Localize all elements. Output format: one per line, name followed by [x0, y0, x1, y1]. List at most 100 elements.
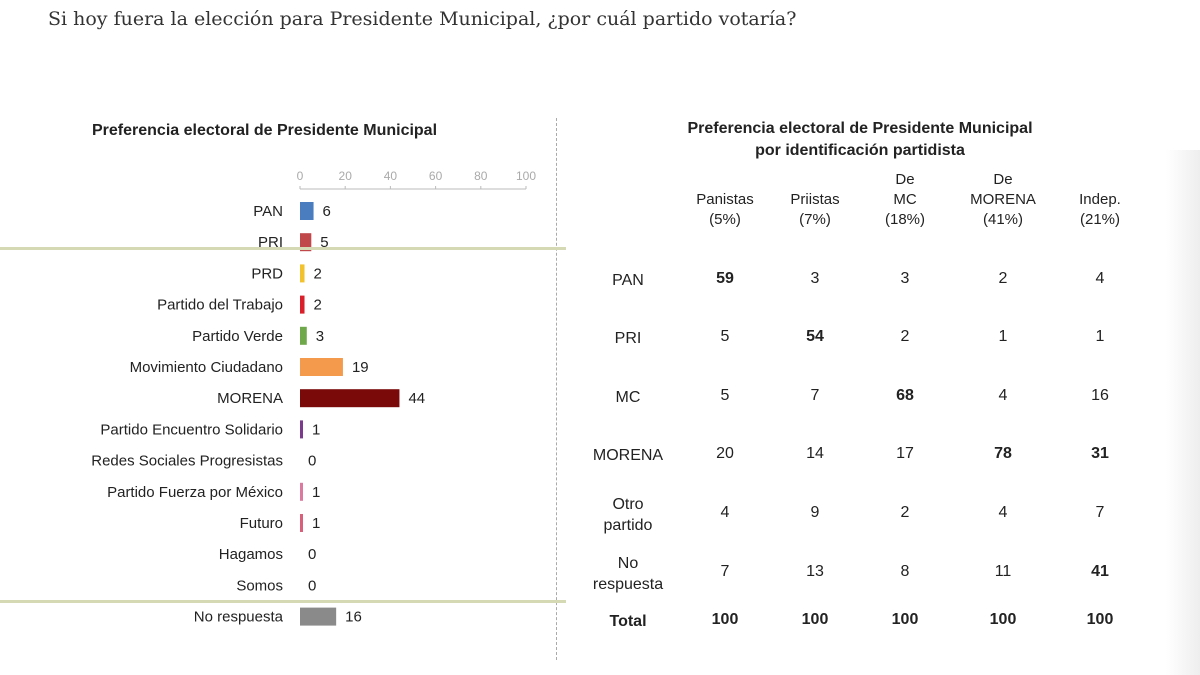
table-cell: 2	[900, 328, 910, 345]
bar	[300, 482, 303, 501]
category-label: PRI	[258, 234, 283, 251]
table-cell: 2	[998, 270, 1008, 287]
column-header: De MORENA (41%)	[970, 171, 1036, 228]
table-cell: 7	[720, 563, 730, 580]
table-cell: 11	[994, 563, 1012, 580]
table-cell: 4	[998, 387, 1008, 404]
column-header: Panistas (5%)	[696, 191, 754, 228]
panel-divider	[556, 118, 557, 660]
table-cell: 68	[896, 387, 914, 404]
x-tick-label: 100	[516, 169, 536, 183]
bar	[300, 358, 343, 376]
total-cell: 100	[801, 611, 829, 628]
column-header: De MC (18%)	[884, 171, 925, 228]
data-label: 2	[314, 265, 322, 282]
total-label: Total	[609, 613, 647, 630]
table-cell: 1	[1095, 328, 1105, 345]
table-title: Preferencia electoral de Presidente Muni…	[600, 118, 1120, 162]
bar	[300, 420, 303, 439]
bar	[300, 514, 303, 532]
bar	[300, 607, 337, 626]
x-tick-label: 80	[474, 169, 488, 183]
table-cell: 1	[998, 328, 1008, 345]
category-label: Partido Verde	[192, 328, 283, 345]
table-cell: 54	[806, 328, 824, 345]
category-label: MORENA	[217, 390, 283, 407]
data-label: 0	[308, 577, 316, 594]
row-label: PAN	[612, 272, 644, 289]
table-cell: 9	[810, 504, 820, 521]
table-title-line2: por identificación partidista	[755, 142, 965, 159]
column-header: Indep. (21%)	[1079, 191, 1121, 228]
total-rule	[0, 600, 566, 603]
bar	[300, 295, 305, 314]
table-cell: 41	[1091, 563, 1109, 580]
x-tick-label: 40	[384, 169, 398, 183]
table-cell: 14	[806, 445, 824, 462]
table-cell: 59	[716, 270, 734, 287]
category-label: Redes Sociales Progresistas	[91, 453, 283, 470]
data-label: 19	[352, 359, 369, 376]
category-label: PAN	[253, 203, 283, 220]
table-cell: 13	[806, 563, 824, 580]
bar	[300, 326, 307, 345]
category-label: Movimiento Ciudadano	[130, 359, 283, 376]
header-rule	[0, 247, 566, 250]
data-label: 3	[316, 328, 324, 345]
table-cell: 3	[810, 270, 820, 287]
data-label: 44	[408, 390, 425, 407]
data-label: 2	[314, 297, 322, 314]
total-cell: 100	[891, 611, 919, 628]
data-label: 1	[312, 484, 320, 501]
category-label: Partido Fuerza por México	[107, 484, 283, 501]
category-label: Hagamos	[219, 546, 283, 563]
table-cell: 16	[1091, 387, 1109, 404]
data-label: 16	[345, 609, 362, 626]
category-label: Partido Encuentro Solidario	[100, 421, 283, 438]
x-tick-label: 0	[297, 169, 304, 183]
table-cell: 31	[1091, 445, 1109, 462]
data-label: 1	[312, 515, 320, 532]
category-label: PRD	[251, 265, 283, 282]
table-cell: 4	[720, 504, 730, 521]
question-text: Si hoy fuera la elección para Presidente…	[48, 8, 797, 30]
data-label: 0	[308, 546, 316, 563]
table-cell: 7	[1095, 504, 1105, 521]
bar	[300, 389, 400, 408]
row-label: PRI	[614, 330, 642, 347]
data-label: 1	[312, 421, 320, 438]
table-cell: 7	[810, 387, 820, 404]
category-label: Somos	[236, 577, 283, 594]
bar	[300, 264, 305, 283]
total-cell: 100	[989, 611, 1017, 628]
table-cell: 78	[994, 445, 1012, 462]
column-header: Priistas (7%)	[790, 191, 840, 228]
table-cell: 17	[896, 445, 914, 462]
total-cell: 100	[1086, 611, 1114, 628]
table-title-line1: Preferencia electoral de Presidente Muni…	[687, 120, 1033, 137]
total-cell: 100	[711, 611, 739, 628]
table-cell: 5	[720, 328, 730, 345]
data-label: 6	[323, 203, 331, 220]
table-cell: 4	[1095, 270, 1105, 287]
row-label: MORENA	[592, 447, 664, 464]
x-tick-label: 60	[429, 169, 443, 183]
data-label: 5	[320, 234, 328, 251]
table-cell: 20	[716, 445, 734, 462]
category-label: Partido del Trabajo	[157, 297, 283, 314]
table-cell: 3	[900, 270, 910, 287]
chart-title: Preferencia electoral de Presidente Muni…	[92, 122, 438, 139]
bar	[300, 233, 312, 252]
table-cell: 4	[998, 504, 1008, 521]
bar	[300, 202, 314, 220]
category-label: No respuesta	[194, 609, 284, 626]
table-cell: 5	[720, 387, 730, 404]
table-cell: 8	[900, 563, 910, 580]
category-label: Futuro	[240, 515, 283, 532]
edge-shadow	[1166, 150, 1200, 675]
row-label: Otro partido	[603, 496, 653, 534]
data-label: 0	[308, 453, 316, 470]
row-label: MC	[615, 389, 641, 406]
x-tick-label: 20	[339, 169, 353, 183]
